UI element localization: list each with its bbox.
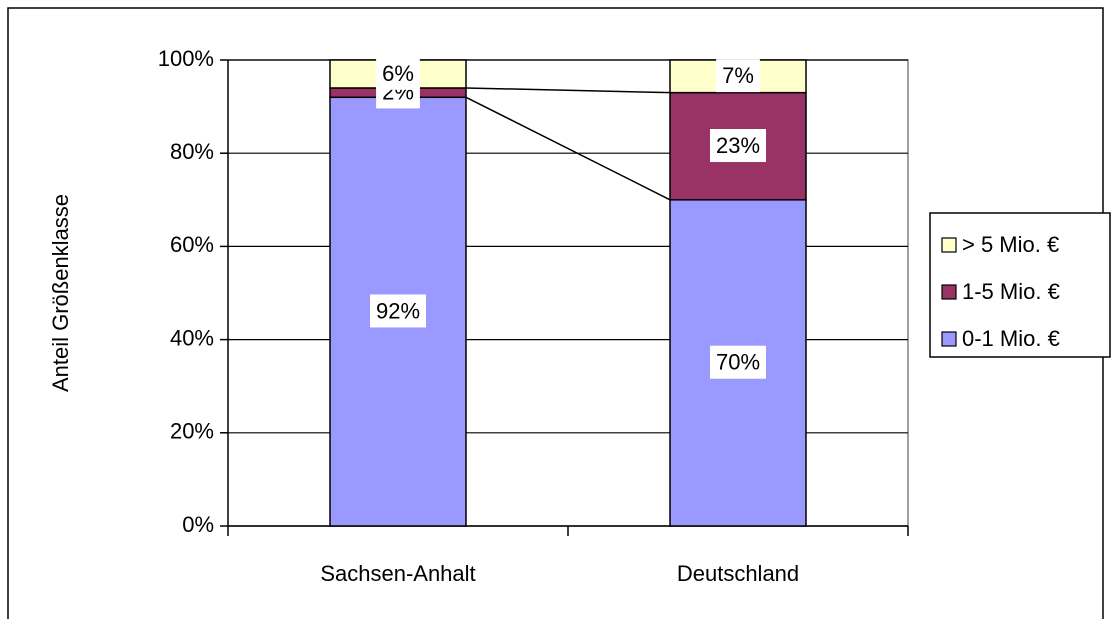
value-label-bg — [709, 345, 767, 379]
value-label: 23% — [716, 133, 760, 158]
legend-label: 1-5 Mio. € — [962, 279, 1060, 304]
legend-swatch — [941, 331, 957, 347]
value-label: 70% — [716, 350, 760, 375]
value-label: 7% — [722, 63, 754, 88]
value-label-bg — [709, 129, 767, 163]
y-axis-title: Anteil Größenklasse — [48, 194, 73, 392]
legend-swatch — [941, 284, 957, 300]
value-label-bg — [716, 59, 760, 93]
series-line — [465, 87, 671, 94]
y-tick-label: 40% — [170, 325, 214, 350]
x-tick-label: Sachsen-Anhalt — [320, 561, 475, 586]
y-tick-label: 20% — [170, 419, 214, 444]
legend-box — [929, 212, 1111, 358]
value-label: 6% — [382, 61, 414, 86]
series-line — [465, 96, 671, 201]
legend-label: > 5 Mio. € — [962, 232, 1059, 257]
chart-frame — [7, 7, 1104, 619]
value-label-bg — [376, 56, 420, 90]
legend-swatch — [941, 237, 957, 253]
y-tick-label: 80% — [170, 139, 214, 164]
y-tick-label: 60% — [170, 232, 214, 257]
value-label: 92% — [376, 298, 420, 323]
x-tick-label: Deutschland — [677, 561, 799, 586]
y-tick-label: 0% — [182, 512, 214, 537]
value-label-bg — [369, 294, 427, 328]
y-tick-label: 100% — [158, 46, 214, 71]
legend-label: 0-1 Mio. € — [962, 326, 1060, 351]
